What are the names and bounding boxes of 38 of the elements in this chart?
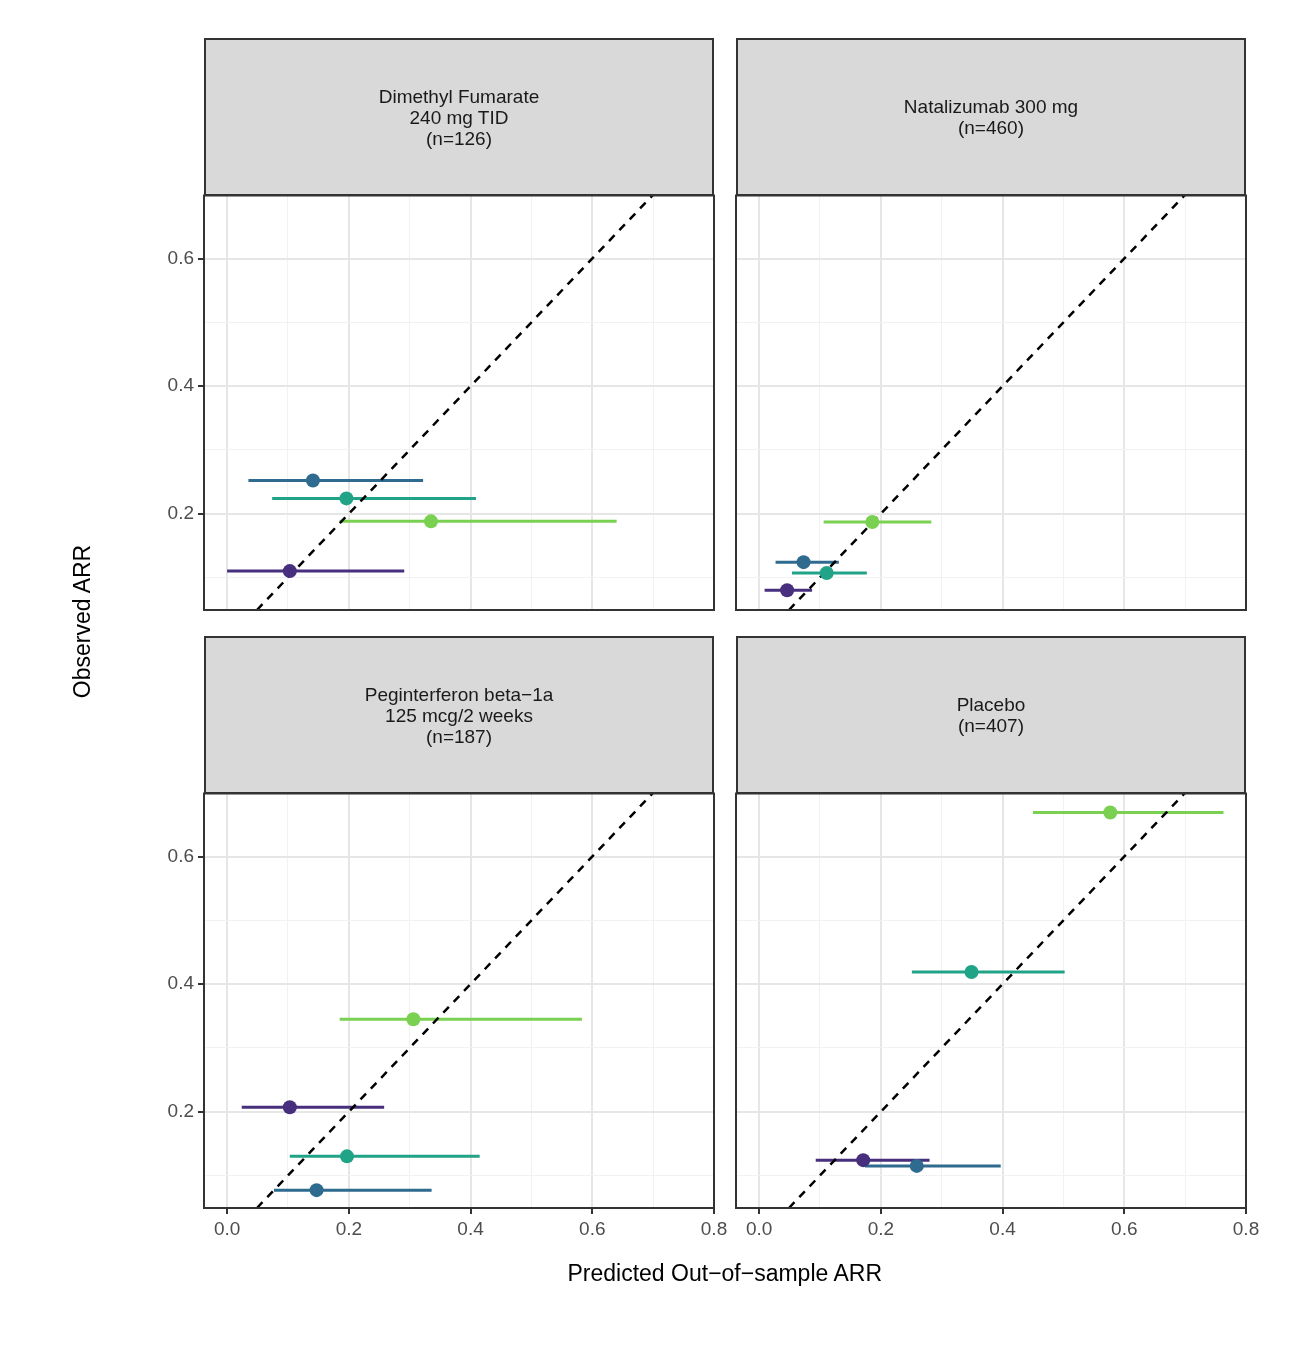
chart-title: Natalizumab 300 mg (n=460) bbox=[736, 38, 1246, 197]
y-tick-label: 0.4 bbox=[167, 972, 195, 994]
chart-title: Placebo (n=407) bbox=[736, 636, 1246, 795]
point bbox=[340, 1149, 355, 1164]
point bbox=[819, 566, 834, 581]
y-tick-label: 0.2 bbox=[167, 1099, 194, 1121]
point bbox=[339, 491, 354, 506]
point bbox=[964, 965, 979, 979]
point bbox=[856, 1153, 871, 1168]
y-tick-label: 0.2 bbox=[167, 501, 194, 523]
point bbox=[796, 555, 811, 570]
point bbox=[780, 583, 795, 598]
y-tick-label: 0.6 bbox=[167, 246, 194, 268]
x-tick-label: 0.0 bbox=[213, 1217, 241, 1239]
x-tick-label: 0.2 bbox=[335, 1217, 363, 1239]
x-axis-title: Predicted Out−of−sample ARR bbox=[567, 1260, 882, 1287]
point bbox=[309, 1183, 324, 1198]
x-tick-label: 0.4 bbox=[989, 1217, 1017, 1239]
point bbox=[305, 473, 320, 488]
point bbox=[1103, 805, 1118, 820]
x-tick-label: 0.8 bbox=[700, 1217, 728, 1239]
chart-title: Dimethyl Fumarate 240 mg TID (n=126) bbox=[204, 38, 714, 197]
point bbox=[909, 1158, 924, 1173]
x-tick-label: 0.8 bbox=[1232, 1217, 1260, 1239]
y-tick-label: 0.4 bbox=[167, 374, 195, 396]
x-tick-label: 0.2 bbox=[867, 1217, 895, 1239]
x-tick-label: 0.6 bbox=[1111, 1217, 1138, 1239]
point bbox=[282, 1100, 297, 1115]
y-tick-label: 0.6 bbox=[167, 844, 194, 866]
x-tick-label: 0.6 bbox=[579, 1217, 606, 1239]
x-tick-label: 0.0 bbox=[745, 1217, 773, 1239]
point bbox=[865, 514, 880, 529]
x-tick-label: 0.4 bbox=[457, 1217, 485, 1239]
y-axis-title: Observed ARR bbox=[68, 544, 96, 698]
point bbox=[424, 514, 439, 529]
chart-title: Peginterferon beta−1a 125 mcg/2 weeks (n=187) bbox=[204, 636, 714, 795]
point bbox=[406, 1012, 421, 1027]
point bbox=[282, 564, 297, 579]
